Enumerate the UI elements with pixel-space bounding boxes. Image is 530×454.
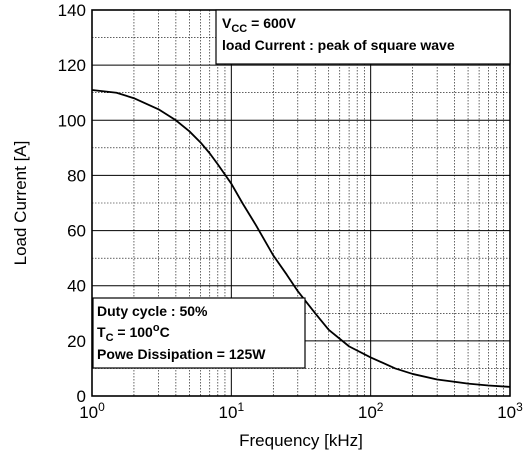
annotation-top-right-box xyxy=(215,9,511,65)
series-layer xyxy=(91,89,511,388)
y-tick-label: 100 xyxy=(58,111,86,130)
y-tick-labels: 0 20 40 60 80 100 120 140 xyxy=(58,1,86,406)
x-tick-label: 103 xyxy=(497,400,523,422)
annotation-bottom-left: Duty cycle : 50% TC = 100oC Powe Dissipa… xyxy=(92,297,306,369)
annotation-top-right: VCC = 600V load Current : peak of square… xyxy=(215,9,511,65)
duty-cycle-annotation: Duty cycle : 50% xyxy=(97,303,208,319)
y-tick-label: 140 xyxy=(58,1,86,20)
power-dissipation-annotation: Powe Dissipation = 125W xyxy=(97,346,266,362)
y-tick-label: 80 xyxy=(67,166,86,185)
minor-gridlines xyxy=(92,10,510,396)
series-line-0 xyxy=(91,89,511,388)
tc-annotation: TC = 100oC xyxy=(97,322,170,344)
load-current-annotation: load Current : peak of square wave xyxy=(222,37,455,53)
y-tick-label: 60 xyxy=(67,222,86,241)
y-tick-label: 120 xyxy=(58,56,86,75)
x-axis-title: Frequency [kHz] xyxy=(239,431,363,450)
y-tick-label: 0 xyxy=(77,387,86,406)
x-tick-label: 100 xyxy=(79,400,105,422)
x-tick-label: 102 xyxy=(358,400,384,422)
y-tick-label: 40 xyxy=(67,277,86,296)
annotation-bottom-left-box xyxy=(92,297,306,369)
y-axis-title: Load Current [A] xyxy=(11,141,30,266)
y-tick-label: 20 xyxy=(67,332,86,351)
x-tick-label: 101 xyxy=(219,400,245,422)
x-tick-labels: 100 101 102 103 xyxy=(79,400,523,422)
vcc-annotation: VCC = 600V xyxy=(222,15,297,35)
